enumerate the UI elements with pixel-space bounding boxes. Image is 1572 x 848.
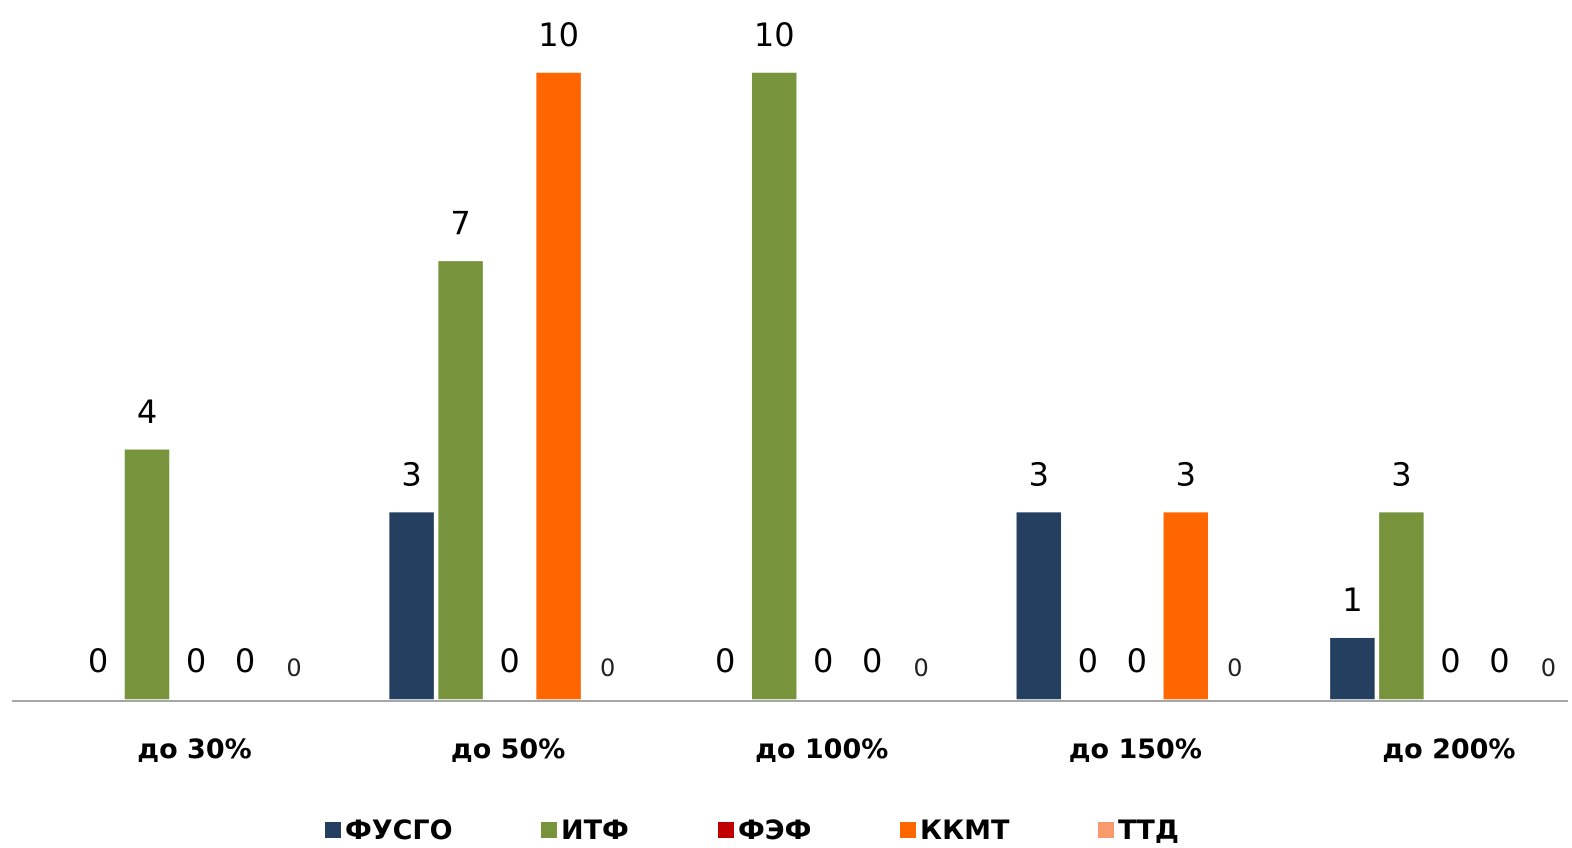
bar bbox=[436, 259, 485, 701]
legend-swatch bbox=[541, 822, 557, 838]
data-label: 3 bbox=[1176, 456, 1196, 494]
data-label: 1 bbox=[1342, 581, 1362, 619]
data-label: 3 bbox=[1391, 456, 1411, 494]
bar bbox=[1328, 636, 1377, 701]
data-label: 0 bbox=[862, 642, 882, 680]
legend-swatch bbox=[325, 822, 341, 838]
category-labels-group: до 30% до 50% до 100% до 150% до 200% bbox=[137, 734, 1515, 765]
data-label: 7 bbox=[450, 204, 470, 242]
data-label: 0 bbox=[499, 642, 519, 680]
data-label: 0 bbox=[813, 642, 833, 680]
legend-swatch bbox=[718, 822, 734, 838]
data-label: 0 bbox=[600, 654, 615, 682]
bars-group bbox=[123, 71, 1426, 701]
data-label: 0 bbox=[1489, 642, 1509, 680]
legend-label: ФЭФ bbox=[738, 815, 811, 846]
category-label: до 30% bbox=[137, 734, 251, 765]
data-label: 0 bbox=[1078, 642, 1098, 680]
data-label: 0 bbox=[1227, 654, 1242, 682]
bar bbox=[750, 71, 798, 701]
bar bbox=[1377, 510, 1426, 701]
data-label: 0 bbox=[1541, 654, 1556, 682]
bar bbox=[1162, 510, 1210, 701]
bar bbox=[387, 510, 436, 701]
data-label: 3 bbox=[1029, 456, 1049, 494]
data-label: 0 bbox=[914, 654, 929, 682]
category-label: до 200% bbox=[1382, 734, 1515, 765]
legend-swatch bbox=[900, 822, 916, 838]
legend: ФУСГО ИТФ ФЭФ ККМТ ТТД bbox=[325, 815, 1179, 846]
category-label: до 100% bbox=[755, 734, 888, 765]
legend-label: ФУСГО bbox=[345, 815, 453, 846]
data-label: 0 bbox=[186, 642, 206, 680]
data-label: 0 bbox=[715, 642, 735, 680]
legend-label: ИТФ bbox=[561, 815, 629, 846]
legend-swatch bbox=[1098, 822, 1114, 838]
data-label: 0 bbox=[88, 642, 108, 680]
category-label: до 150% bbox=[1069, 734, 1202, 765]
legend-label: ТТД bbox=[1118, 815, 1179, 846]
data-label: 0 bbox=[286, 654, 301, 682]
data-label: 10 bbox=[754, 16, 795, 54]
data-label: 3 bbox=[401, 456, 421, 494]
bar bbox=[534, 71, 583, 701]
data-label: 0 bbox=[235, 642, 255, 680]
data-label: 0 bbox=[1440, 642, 1460, 680]
bar bbox=[123, 448, 171, 701]
legend-label: ККМТ bbox=[920, 815, 1010, 846]
category-label: до 50% bbox=[451, 734, 565, 765]
data-label: 10 bbox=[538, 16, 579, 54]
bar bbox=[1015, 510, 1063, 701]
data-label: 4 bbox=[137, 393, 157, 431]
data-label: 0 bbox=[1127, 642, 1147, 680]
